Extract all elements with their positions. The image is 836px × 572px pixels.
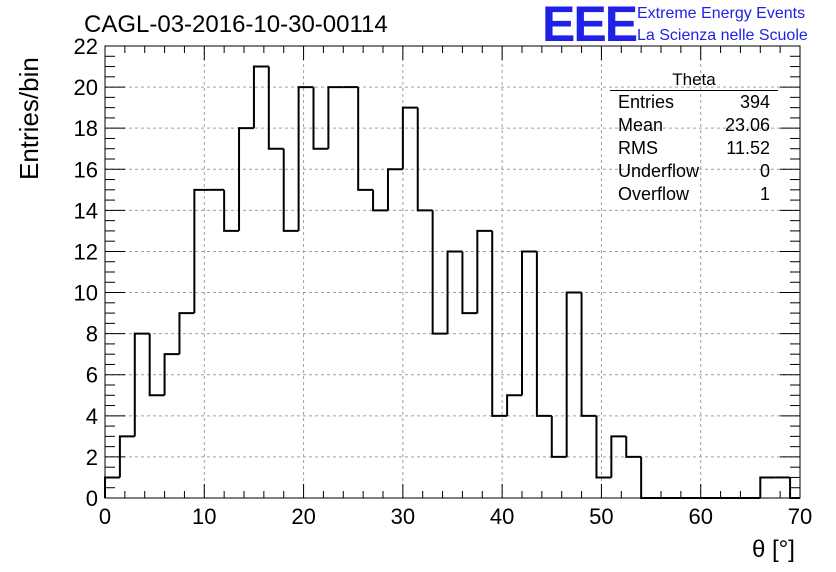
histogram-bin — [521, 250, 537, 396]
histogram-bin — [372, 189, 388, 212]
histogram-bin — [312, 87, 329, 150]
histogram-bin — [431, 210, 448, 335]
y-tick-label: 22 — [74, 34, 98, 59]
stats-row: Mean 23.06 — [610, 114, 780, 137]
stats-label: RMS — [618, 138, 658, 158]
y-tick-label: 14 — [74, 198, 98, 223]
histogram-bin — [252, 65, 269, 129]
histogram-bin — [610, 435, 627, 478]
histogram-bin — [104, 476, 120, 498]
stats-value: 0 — [759, 161, 770, 181]
histogram-bin — [476, 229, 493, 314]
x-tick-label: 30 — [391, 504, 415, 529]
y-tick-label: 16 — [74, 157, 98, 182]
x-tick-label: 10 — [192, 504, 216, 529]
x-tick-label: 20 — [291, 504, 315, 529]
y-tick-label: 2 — [86, 445, 98, 470]
x-tick-label: 60 — [688, 504, 712, 529]
histogram-bin — [118, 435, 135, 478]
stats-row: Entries 394 — [610, 91, 780, 114]
histogram-bin — [461, 251, 478, 315]
histogram-bin — [327, 86, 344, 149]
stats-row: Overflow 1 — [610, 183, 780, 206]
stats-box: Theta Entries 394 Mean 23.06 RMS 11.52 Unde… — [610, 70, 780, 206]
histogram-bin — [491, 230, 508, 417]
histogram-bin — [565, 291, 582, 457]
histogram-bin — [446, 250, 463, 334]
stats-label: Overflow — [618, 184, 690, 204]
x-tick-label: 0 — [99, 504, 111, 529]
logo-line-1: Extreme Energy Events — [637, 5, 806, 22]
y-tick-label: 4 — [86, 404, 98, 429]
x-axis-label: θ [°] — [752, 536, 795, 563]
stats-row: RMS 11.52 — [610, 137, 780, 160]
x-tick-label: 50 — [589, 504, 613, 529]
y-tick-label: 8 — [86, 322, 98, 347]
histogram-bin — [163, 353, 180, 396]
histogram-bin — [550, 415, 567, 458]
logo-line-2: La Scienza nelle Scuole — [637, 27, 808, 44]
y-tick-label: 10 — [74, 281, 98, 306]
histogram-bin — [178, 312, 195, 355]
stats-value: 394 — [739, 92, 770, 112]
histogram-bin — [595, 415, 612, 479]
stats-label: Underflow — [618, 161, 700, 181]
page-title: CAGL-03-2016-10-30-00114 — [84, 11, 388, 38]
histogram-bin — [193, 188, 210, 314]
histogram-bin — [506, 394, 522, 416]
y-tick-label: 6 — [86, 363, 98, 388]
stats-label: Mean — [618, 115, 664, 135]
stats-value: 23.06 — [724, 115, 770, 135]
histogram-bin — [297, 86, 314, 231]
stats-label: Entries — [618, 92, 675, 112]
x-tick-label: 70 — [788, 504, 812, 529]
histogram-bin — [416, 107, 433, 212]
histogram-bin — [759, 476, 776, 498]
histogram-bin — [267, 66, 284, 150]
y-tick-label: 20 — [74, 75, 98, 100]
histogram-bin — [401, 106, 418, 170]
y-tick-label: 12 — [74, 239, 98, 264]
histogram-bin — [238, 127, 254, 231]
histogram-bin — [535, 251, 552, 417]
histogram-bin — [580, 292, 597, 417]
stats-row: Underflow 0 — [610, 160, 780, 183]
stats-title: Theta — [610, 70, 778, 91]
histogram-bin — [148, 333, 165, 397]
histogram-bin — [133, 332, 150, 437]
y-tick-label: 18 — [74, 116, 98, 141]
y-axis-label-wrap: Entries/bin — [6, 57, 46, 180]
histogram-bin — [357, 87, 374, 191]
y-axis-label: Entries/bin — [14, 57, 44, 180]
stats-value: 11.52 — [726, 138, 770, 158]
histogram-bin — [640, 456, 657, 499]
histogram-bin — [282, 148, 299, 232]
stats-value: 1 — [759, 184, 770, 204]
histogram-bin — [386, 168, 403, 211]
histogram-bin — [223, 189, 240, 232]
y-tick-label: 0 — [86, 486, 98, 511]
x-tick-label: 40 — [490, 504, 514, 529]
histogram-bin — [625, 436, 642, 458]
histogram-bin — [789, 477, 800, 499]
eee-logo-mark: EEE — [542, 0, 638, 52]
